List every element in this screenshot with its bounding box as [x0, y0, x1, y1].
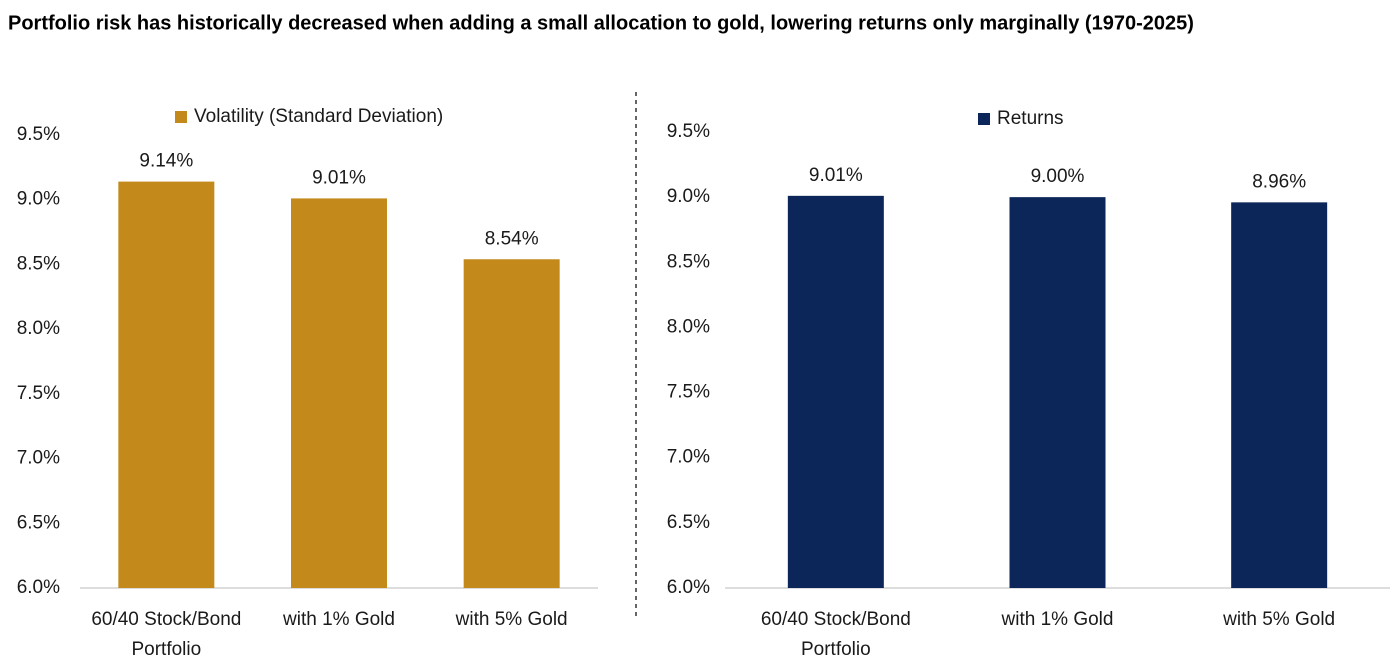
y-tick-label: 9.5%	[667, 121, 710, 142]
x-tick-label: with 1% Gold	[1001, 609, 1114, 630]
value-label: 9.01%	[312, 167, 366, 188]
y-tick-label: 8.5%	[17, 253, 60, 274]
y-tick-label: 9.0%	[17, 189, 60, 210]
y-tick-label: 7.5%	[667, 382, 710, 403]
chart-title: Portfolio risk has historically decrease…	[8, 12, 1194, 34]
legend-swatch	[978, 113, 990, 125]
y-tick-label: 6.0%	[17, 577, 60, 598]
legend-swatch	[175, 111, 187, 123]
y-tick-label: 9.5%	[17, 124, 60, 145]
y-tick-label: 8.5%	[667, 251, 710, 272]
y-tick-label: 7.0%	[667, 447, 710, 468]
bar	[1231, 202, 1328, 588]
x-tick-label: with 5% Gold	[455, 609, 568, 630]
bar	[787, 195, 884, 588]
bar	[118, 181, 215, 588]
bar	[291, 198, 387, 589]
value-label: 8.54%	[485, 228, 539, 249]
y-tick-label: 6.0%	[667, 577, 710, 598]
bar	[1009, 197, 1106, 588]
y-tick-label: 7.5%	[17, 383, 60, 404]
y-tick-label: 6.5%	[17, 512, 60, 533]
bar	[463, 259, 560, 588]
value-label: 9.14%	[139, 151, 193, 172]
x-tick-label: with 1% Gold	[283, 609, 395, 630]
legend-label: Volatility (Standard Deviation)	[194, 106, 443, 127]
y-tick-label: 7.0%	[17, 448, 60, 469]
y-tick-label: 9.0%	[667, 186, 710, 207]
y-tick-label: 8.0%	[667, 316, 710, 337]
value-label: 9.01%	[809, 165, 863, 186]
value-label: 8.96%	[1252, 171, 1306, 192]
y-tick-label: 8.0%	[17, 318, 60, 339]
x-tick-label: 60/40 Stock/Bond Portfolio	[91, 609, 242, 660]
x-tick-label: 60/40 Stock/Bond Portfolio	[760, 609, 911, 660]
value-label: 9.00%	[1031, 166, 1085, 187]
y-tick-label: 6.5%	[667, 512, 710, 533]
x-tick-label: with 5% Gold	[1223, 609, 1336, 630]
legend-label: Returns	[997, 108, 1064, 129]
